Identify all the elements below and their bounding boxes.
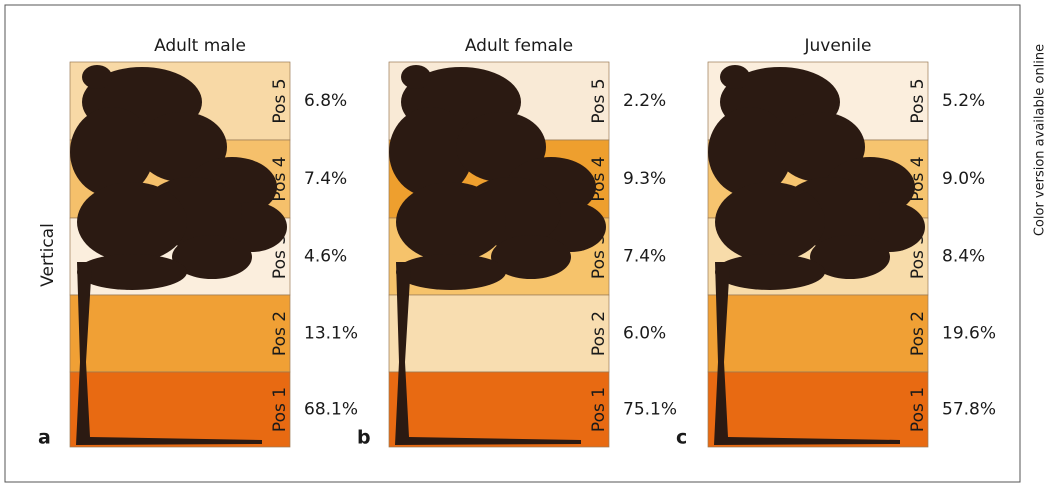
position-value: 75.1% [623, 400, 677, 420]
position-value: 5.2% [942, 91, 985, 111]
figure: Color version available online Vertical … [0, 0, 1051, 487]
position-band [708, 295, 928, 372]
position-label: Pos 1 [589, 387, 609, 432]
position-value: 6.8% [304, 91, 347, 111]
panel-title: Adult female [465, 36, 573, 56]
position-value: 6.0% [623, 324, 666, 344]
position-label: Pos 5 [270, 78, 290, 123]
position-value: 7.4% [623, 247, 666, 267]
panel-letter: b [357, 427, 371, 449]
position-value: 57.8% [942, 400, 996, 420]
axis-label: Vertical [38, 223, 58, 287]
position-value: 4.6% [304, 247, 347, 267]
position-band [708, 372, 928, 447]
position-value: 13.1% [304, 324, 358, 344]
position-label: Pos 5 [908, 78, 928, 123]
position-band [389, 295, 609, 372]
position-band [389, 372, 609, 447]
position-value: 68.1% [304, 400, 358, 420]
position-value: 19.6% [942, 324, 996, 344]
panel-letter: a [38, 427, 51, 449]
position-value: 9.3% [623, 169, 666, 189]
panel-title: Adult male [154, 36, 246, 56]
position-label: Pos 1 [270, 387, 290, 432]
position-value: 2.2% [623, 91, 666, 111]
side-note: Color version available online [1033, 44, 1048, 236]
position-band [70, 372, 290, 447]
position-value: 8.4% [942, 247, 985, 267]
panel-letter: c [676, 427, 687, 449]
position-value: 7.4% [304, 169, 347, 189]
position-band [70, 295, 290, 372]
position-value: 9.0% [942, 169, 985, 189]
position-label: Pos 2 [908, 311, 928, 356]
position-label: Pos 2 [589, 311, 609, 356]
position-label: Pos 1 [908, 387, 928, 432]
position-label: Pos 2 [270, 311, 290, 356]
position-label: Pos 5 [589, 78, 609, 123]
panel-title: Juvenile [804, 36, 872, 56]
